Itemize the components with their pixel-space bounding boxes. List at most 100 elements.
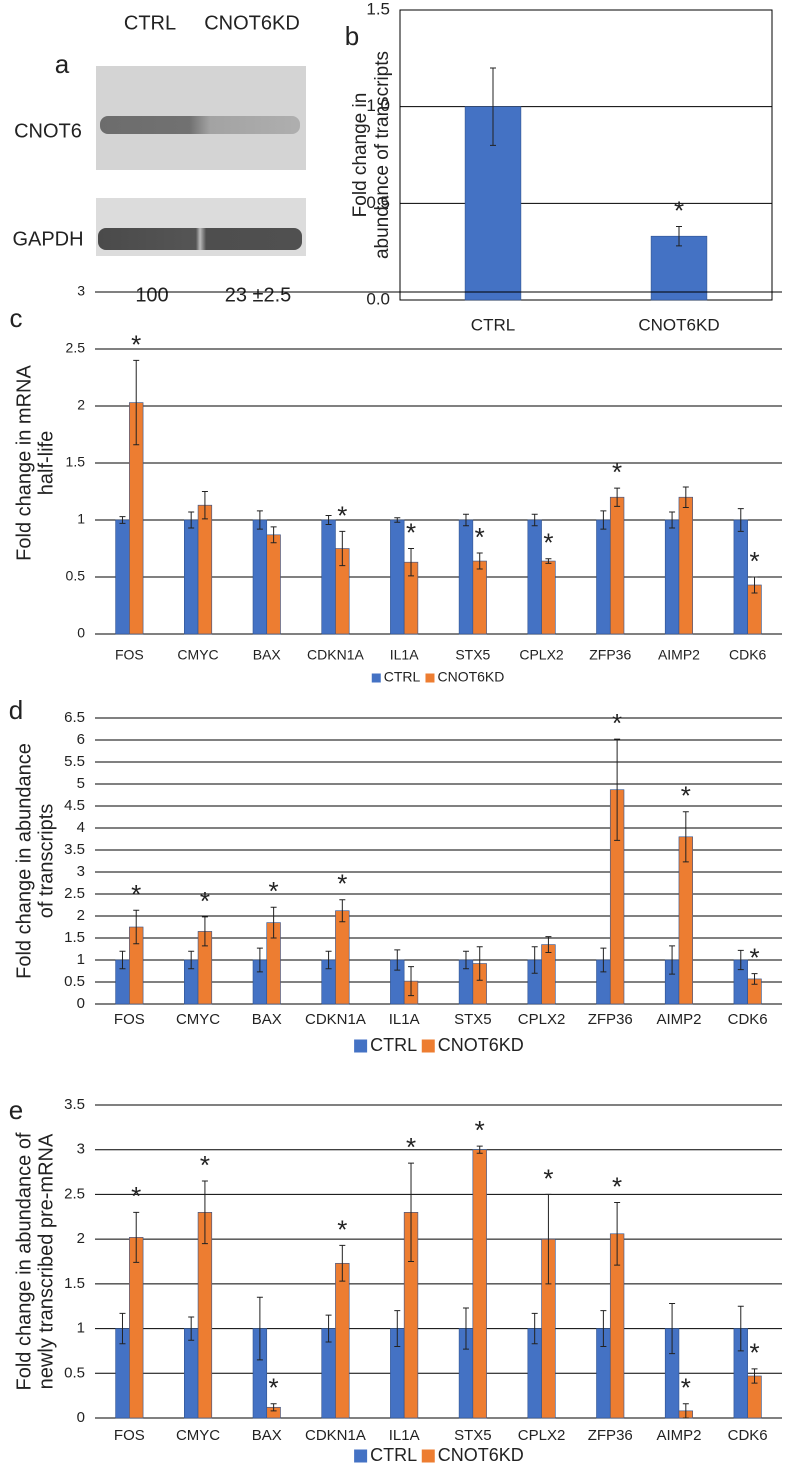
error-bar: [669, 511, 676, 529]
significance-marker: *: [749, 943, 759, 973]
significance-marker: *: [612, 708, 622, 738]
bar: [472, 1149, 487, 1419]
x-tick-label: CNOT6KD: [638, 315, 719, 334]
error-bar: [737, 949, 744, 971]
significance-marker: *: [406, 517, 416, 547]
y-tick-label: 5.5: [64, 753, 85, 770]
error-bar: [600, 1310, 607, 1347]
error-bar: [256, 947, 263, 973]
y-tick-label: 0: [77, 1409, 85, 1426]
error-bar: [462, 1307, 469, 1350]
significance-marker: *: [543, 528, 553, 558]
legend: CTRL CNOT6KD: [371, 669, 504, 685]
error-bar: [545, 558, 552, 564]
x-tick-label: CDKN1A: [305, 1427, 366, 1444]
panel-label: a: [55, 49, 70, 79]
bar: [733, 519, 748, 635]
y-tick-label: 3: [77, 1141, 85, 1158]
protein-label: GAPDH: [12, 228, 83, 250]
x-tick-label: ZFP36: [588, 1427, 633, 1444]
legend-label: CTRL: [370, 1035, 417, 1055]
bar: [115, 519, 130, 635]
lane-label: CNOT6KD: [204, 12, 300, 34]
y-tick-label: 1.0: [366, 96, 390, 115]
error-bar: [462, 950, 469, 970]
error-bar: [531, 513, 538, 527]
x-tick-label: CMYC: [176, 1011, 220, 1028]
error-bar: [490, 67, 496, 146]
bar: [541, 560, 556, 635]
x-tick-label: CTRL: [471, 315, 515, 334]
error-bar: [201, 1180, 208, 1245]
y-tick-label: 0: [77, 625, 85, 641]
bar: [678, 496, 693, 635]
panel-label: b: [345, 21, 359, 51]
y-axis-label: Fold change in abundance: [13, 743, 35, 979]
bar: [609, 496, 625, 635]
bar: [664, 519, 680, 635]
error-bar: [188, 511, 195, 529]
y-tick-label: 3.5: [64, 841, 85, 858]
error-bar: [325, 950, 332, 970]
legend: CTRL CNOT6KD: [354, 1035, 524, 1055]
error-bar: [270, 1403, 277, 1412]
error-bar: [339, 1244, 346, 1282]
error-bar: [751, 576, 758, 594]
significance-marker: *: [131, 879, 141, 909]
error-bar: [682, 1403, 689, 1419]
significance-marker: *: [681, 1373, 691, 1403]
y-axis-label: abundance of transcripts: [372, 51, 393, 259]
y-tick-label: 1.5: [366, 0, 390, 18]
legend-swatch: [371, 673, 381, 683]
panel-label: c: [10, 303, 23, 333]
bar: [252, 519, 268, 635]
error-bar: [394, 949, 401, 971]
bar: [266, 534, 281, 635]
bar: [541, 944, 556, 1005]
error-bar: [201, 491, 208, 520]
x-tick-label: STX5: [455, 647, 490, 663]
error-bar: [751, 1368, 758, 1384]
y-tick-label: 6.5: [64, 709, 85, 726]
x-tick-label: FOS: [114, 1427, 145, 1444]
x-tick-label: BAX: [252, 1427, 282, 1444]
western-blot: a CTRL CNOT6KD CNOT6 GAPDH 100 23 ±2.5: [12, 12, 306, 306]
y-axis-label: Fold change in: [350, 93, 371, 218]
y-tick-label: 1: [77, 1320, 85, 1337]
error-bar: [325, 1314, 332, 1343]
y-tick-label: 2: [77, 907, 85, 924]
y-tick-label: 2: [77, 1230, 85, 1247]
y-axis-label: Fold change in mRNA: [13, 365, 35, 561]
bar: [527, 519, 542, 635]
significance-marker: *: [749, 1338, 759, 1368]
error-bar: [614, 1201, 621, 1266]
significance-marker: *: [337, 1214, 347, 1244]
bar: [596, 519, 611, 635]
x-tick-label: CDKN1A: [305, 1011, 366, 1028]
significance-marker: *: [200, 1150, 210, 1180]
error-bar: [676, 226, 682, 247]
error-bar: [545, 1193, 552, 1285]
bar: [472, 560, 487, 635]
y-tick-label: 2.5: [64, 885, 85, 902]
bar: [321, 519, 336, 635]
error-bar: [270, 906, 277, 939]
y-tick-label: 4: [77, 819, 85, 836]
x-tick-label: CPLX2: [519, 647, 564, 663]
error-bar: [188, 950, 195, 970]
error-bar: [531, 946, 538, 974]
error-bar: [476, 946, 483, 981]
error-bar: [119, 1312, 126, 1345]
y-axis-label: newly transcribed pre-mRNA: [35, 1133, 57, 1389]
quantification: 100: [135, 284, 168, 306]
y-tick-label: 3: [77, 863, 85, 880]
legend-label: CNOT6KD: [438, 1445, 524, 1465]
x-tick-label: AIMP2: [656, 1011, 701, 1028]
x-tick-label: IL1A: [390, 647, 419, 663]
error-bar: [682, 486, 689, 508]
significance-marker: *: [612, 1171, 622, 1201]
error-bar: [682, 811, 689, 863]
y-tick-label: 0.5: [64, 1364, 85, 1381]
